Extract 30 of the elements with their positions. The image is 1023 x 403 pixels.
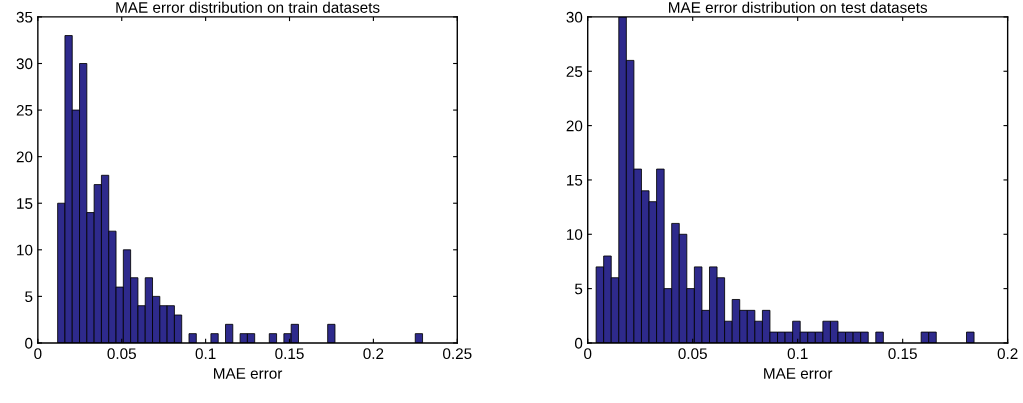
chart-title: MAE error distribution on test datasets [669, 1, 928, 13]
y-tick-label: 20 [16, 151, 33, 163]
x-tick-label: 0 [584, 348, 592, 360]
y-tick-label: 5 [574, 283, 583, 295]
y-tick-label: 5 [25, 291, 33, 303]
x-axis-title: MAE error [214, 368, 283, 379]
x-tick-label: 0.25 [443, 348, 472, 360]
y-tick-label: 25 [566, 66, 583, 77]
y-tick-label: 25 [16, 104, 33, 116]
x-tick-label: 0.1 [195, 348, 216, 360]
y-tick-label: 15 [17, 198, 33, 209]
y-tick-label: 10 [17, 244, 33, 256]
x-tick-label: 0.05 [678, 348, 707, 360]
x-axis-title: MAE error [764, 368, 833, 379]
x-tick-label: 0.05 [107, 348, 136, 360]
x-tick-label: 0.2 [997, 348, 1018, 360]
x-tick-label: 0 [34, 348, 42, 360]
y-tick-label: 30 [16, 58, 33, 70]
y-tick-label: 0 [574, 337, 583, 349]
x-tick-label: 0.15 [275, 348, 304, 360]
x-tick-label: 0.15 [888, 348, 917, 360]
y-tick-label: 20 [566, 120, 583, 132]
x-tick-label: 0.1 [787, 348, 808, 360]
y-tick-label: 35 [16, 11, 33, 23]
y-tick-label: 10 [567, 229, 583, 240]
y-tick-label: 15 [567, 174, 583, 186]
y-tick-label: 30 [566, 11, 583, 23]
chart-title: MAE error distribution on train datasets [116, 1, 380, 13]
x-tick-label: 0.2 [363, 348, 384, 360]
y-tick-label: 0 [25, 337, 33, 349]
